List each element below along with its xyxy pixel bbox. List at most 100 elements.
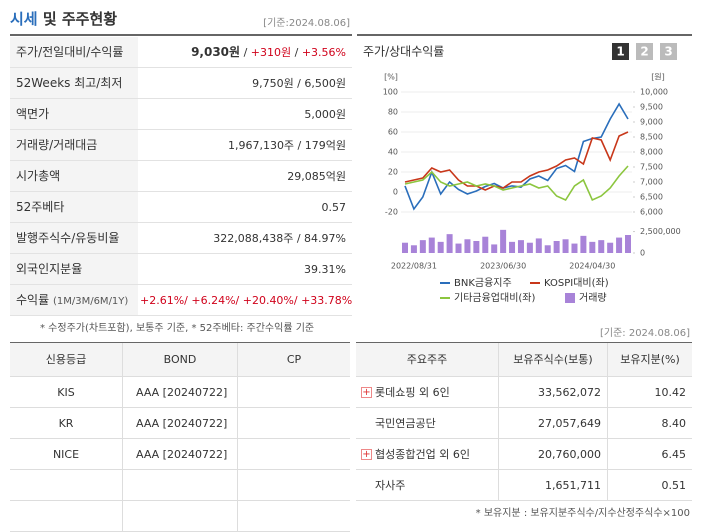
volume-bar (535, 238, 542, 253)
base-date: [기준: 2024.08.06] (599, 328, 690, 339)
header-cell: 보유지분(%) (607, 343, 692, 377)
y2-tick-label: 8,500 (640, 133, 663, 142)
holder-shares: 27,057,649 (538, 417, 601, 430)
row-bg (10, 37, 138, 68)
rating-bond: AAA [20240722] (136, 386, 228, 399)
cell-border (237, 470, 350, 501)
cell-border (356, 439, 498, 470)
row-line (138, 130, 352, 161)
y2-tick-label: 9,000 (640, 118, 663, 127)
volume-bar (526, 242, 533, 253)
volume-bar (562, 239, 569, 253)
cell-border (10, 439, 122, 470)
tab-label[interactable]: 2 (640, 45, 648, 59)
tab-label[interactable]: 3 (664, 45, 672, 59)
header-cell: 신용등급 (10, 343, 122, 377)
label-note: (1M/3M/6M/1Y) (52, 296, 129, 307)
row-line (138, 37, 352, 68)
legend-label: 거래량 (579, 292, 607, 304)
value-part: 39.31% (304, 263, 346, 276)
holder-name: 자사주 (375, 479, 406, 492)
row-value: 39.31% (140, 254, 346, 285)
header-cell: 주요주주 (356, 343, 498, 377)
tab[interactable] (612, 43, 629, 60)
holder-pct: 6.45 (661, 448, 687, 461)
value-part: +3.56% (301, 46, 346, 59)
cell-border (10, 377, 122, 408)
cell-border (10, 408, 122, 439)
legend-label: 기타금융업대비(좌) (454, 291, 536, 304)
y-tick-label: 0 (393, 188, 398, 197)
rating-agency: KIS (57, 386, 75, 399)
tab-label[interactable]: 1 (616, 45, 624, 59)
cell-border (237, 408, 350, 439)
volume-bar (446, 234, 453, 253)
y2-tick-label: 7,500 (640, 163, 663, 172)
volume-bar (455, 243, 462, 253)
volume-bar (482, 236, 489, 253)
cell-border (122, 501, 237, 532)
volume-tick-label: 0 (640, 249, 645, 258)
value-part: / (291, 46, 302, 59)
line (404, 165, 629, 202)
y-tick-label: -20 (385, 208, 398, 217)
rating-agency: KR (58, 417, 74, 430)
cell-border (607, 470, 692, 501)
y-unit: [%] (384, 73, 398, 82)
cell-border (607, 408, 692, 439)
table-top (10, 342, 350, 343)
volume-bar (580, 235, 587, 253)
label-text: 액면가 (16, 107, 50, 121)
volume-bar (464, 239, 471, 253)
cell-border (122, 470, 237, 501)
holder-pct: 10.42 (654, 386, 687, 399)
row-value: 5,000원 (140, 99, 346, 130)
cell-border (498, 439, 607, 470)
holder-pct: 8.40 (661, 417, 687, 430)
row-value: 9,030원 / +310원 / +3.56% (140, 37, 346, 68)
volume-bar (571, 243, 578, 253)
cell-border (237, 501, 350, 532)
label-text: 주가/전일대비/수익률 (16, 45, 124, 59)
value-part: +310원 (250, 46, 292, 59)
row-label: 시가총액 (16, 161, 60, 192)
row-label: 액면가 (16, 99, 49, 130)
note: * 수정주가(차트포함), 보통주 기준, * 52주베타: 주간수익률 기준 (40, 323, 315, 334)
rating-bond: AAA [20240722] (136, 448, 228, 461)
row-line (138, 192, 352, 223)
rule (357, 34, 692, 36)
expand-button[interactable]: + (361, 449, 372, 460)
tab[interactable] (636, 43, 653, 60)
label-text: 52주베타 (16, 200, 65, 214)
row-line (138, 68, 352, 99)
value-part: / (240, 46, 251, 59)
cell-border (10, 470, 122, 501)
volume-bar (428, 237, 435, 253)
label-text: 수익률 (16, 293, 50, 307)
row-bg (10, 285, 138, 316)
row-label: 주가/전일대비/수익률 (16, 37, 123, 68)
cell-border (498, 377, 607, 408)
x-tick-label: 2024/04/30 (569, 262, 615, 271)
label-text: 외국인지분율 (16, 262, 83, 276)
row-value: 0.57 (140, 192, 347, 223)
volume-bar (402, 242, 408, 253)
row-line (138, 99, 352, 130)
row-bg (10, 161, 138, 192)
y-tick-label: 100 (383, 88, 398, 97)
row-value: 322,088,438주 / 84.97% (140, 223, 346, 254)
tab[interactable] (660, 43, 677, 60)
row-label: 거래량/거래대금 (16, 130, 97, 161)
cell-border (237, 439, 350, 470)
expand-button[interactable]: + (361, 387, 372, 398)
rule (10, 34, 352, 36)
value-part: 5,000원 (304, 108, 346, 121)
row-label: 수익률 (1M/3M/6M/1Y) (16, 285, 128, 316)
cell-border (356, 408, 498, 439)
cell-border (356, 377, 498, 408)
row-label: 52주베타 (16, 192, 64, 223)
volume-bar (491, 244, 498, 253)
header-cell: 보유주식수(보통) (498, 343, 607, 377)
y2-tick-label: 9,500 (640, 103, 663, 112)
cell-border (607, 377, 692, 408)
